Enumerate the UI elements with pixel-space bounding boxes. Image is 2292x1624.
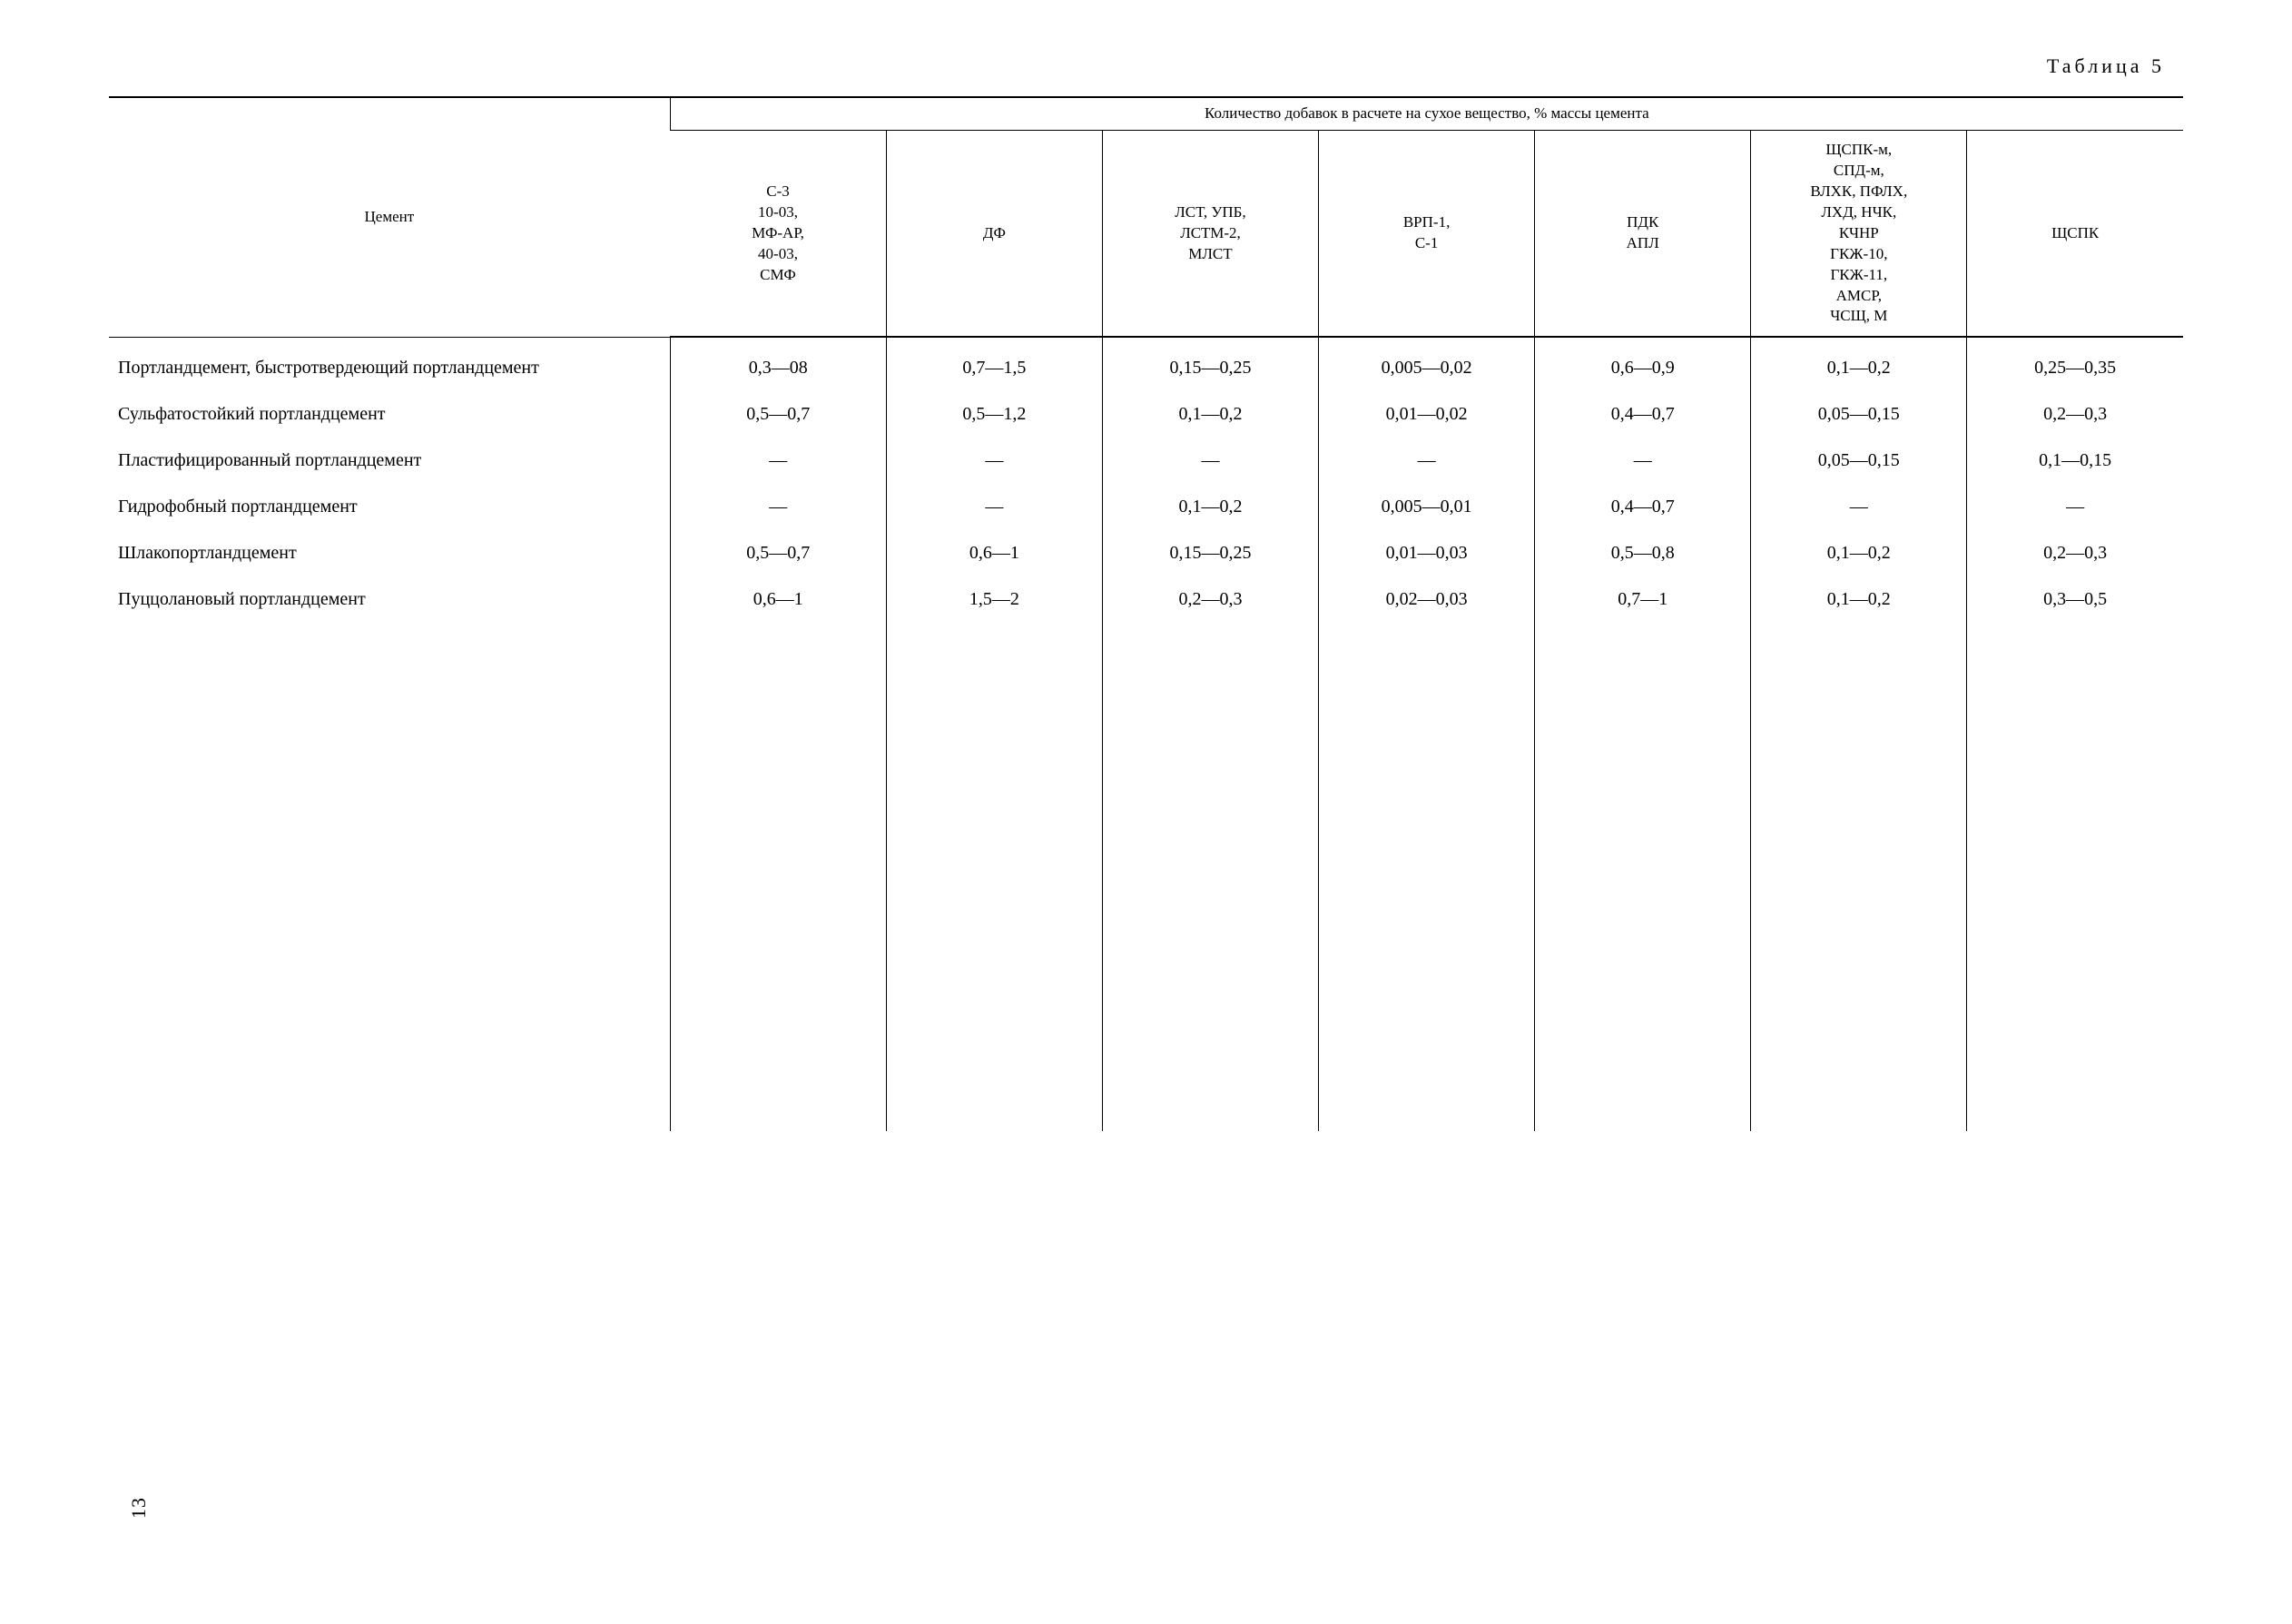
column-header: ПДКАПЛ [1535,130,1751,337]
table-cell: — [1535,438,1751,484]
table-cell: 0,1—0,15 [1967,438,2183,484]
column-header: ЛСТ, УПБ,ЛСТМ-2,МЛСТ [1102,130,1318,337]
table-cell: — [1751,484,1967,530]
table-cell: 0,7—1 [1535,576,1751,623]
table-row: Сульфатостойкий портландцемент 0,5—0,7 0… [109,391,2183,438]
table-cell: 0,4—0,7 [1535,484,1751,530]
row-label: Гидрофобный портландцемент [109,484,670,530]
row-label: Портландцемент, быстротвердеющий портлан… [109,337,670,391]
column-header: ВРП-1,С-1 [1319,130,1535,337]
table-cell: 0,3—0,5 [1967,576,2183,623]
table-cell: 1,5—2 [886,576,1102,623]
table-cell: 0,2—0,3 [1967,530,2183,576]
table-cell: 0,1—0,2 [1102,484,1318,530]
table-cell: — [886,438,1102,484]
table-cell: 0,1—0,2 [1751,530,1967,576]
column-header: ЩСПК [1967,130,2183,337]
table-filler-row [109,623,2183,1131]
table-cell: 0,005—0,01 [1319,484,1535,530]
table-cell: 0,6—1 [886,530,1102,576]
additives-table: Цемент Количество добавок в расчете на с… [109,96,2183,1131]
table-cell: 0,02—0,03 [1319,576,1535,623]
row-label: Пуццолановый портландцемент [109,576,670,623]
table-cell: 0,6—1 [670,576,886,623]
table-cell: 0,01—0,03 [1319,530,1535,576]
column-header: ДФ [886,130,1102,337]
table-cell: 0,1—0,2 [1751,576,1967,623]
table-cell: 0,5—1,2 [886,391,1102,438]
header-group-label: Количество добавок в расчете на сухое ве… [670,97,2183,130]
column-header: ЩСПК-м,СПД-м,ВЛХК, ПФЛХ,ЛХД, НЧК,КЧНРГКЖ… [1751,130,1967,337]
table-cell: — [1967,484,2183,530]
table-row: Гидрофобный портландцемент — — 0,1—0,2 0… [109,484,2183,530]
table-cell: — [1319,438,1535,484]
table-cell: 0,3—08 [670,337,886,391]
table-cell: 0,5—0,8 [1535,530,1751,576]
table-cell: 0,15—0,25 [1102,337,1318,391]
table-cell: 0,1—0,2 [1102,391,1318,438]
table-cell: — [670,484,886,530]
page-number: 13 [127,1497,151,1519]
table-row: Шлакопортландцемент 0,5—0,7 0,6—1 0,15—0… [109,530,2183,576]
table-cell: 0,2—0,3 [1102,576,1318,623]
table-cell: 0,5—0,7 [670,530,886,576]
table-row: Пластифицированный портландцемент — — — … [109,438,2183,484]
table-cell: 0,01—0,02 [1319,391,1535,438]
table-row: Портландцемент, быстротвердеющий портлан… [109,337,2183,391]
table-cell: 0,15—0,25 [1102,530,1318,576]
table-cell: 0,005—0,02 [1319,337,1535,391]
table-cell: 0,05—0,15 [1751,391,1967,438]
table-cell: 0,25—0,35 [1967,337,2183,391]
table-cell: 0,7—1,5 [886,337,1102,391]
table-cell: 0,5—0,7 [670,391,886,438]
table-caption: Таблица 5 [109,54,2183,78]
row-label: Шлакопортландцемент [109,530,670,576]
row-label: Пластифицированный портландцемент [109,438,670,484]
row-label: Сульфатостойкий портландцемент [109,391,670,438]
table-cell: 0,4—0,7 [1535,391,1751,438]
table-cell: 0,6—0,9 [1535,337,1751,391]
table-cell: — [670,438,886,484]
table-cell: 0,2—0,3 [1967,391,2183,438]
table-cell: 0,05—0,15 [1751,438,1967,484]
table-cell: — [886,484,1102,530]
column-header: С-310-03,МФ-АР,40-03,СМФ [670,130,886,337]
table-cell: — [1102,438,1318,484]
table-row: Пуццолановый портландцемент 0,6—1 1,5—2 … [109,576,2183,623]
table-cell: 0,1—0,2 [1751,337,1967,391]
header-row-label: Цемент [109,97,670,337]
